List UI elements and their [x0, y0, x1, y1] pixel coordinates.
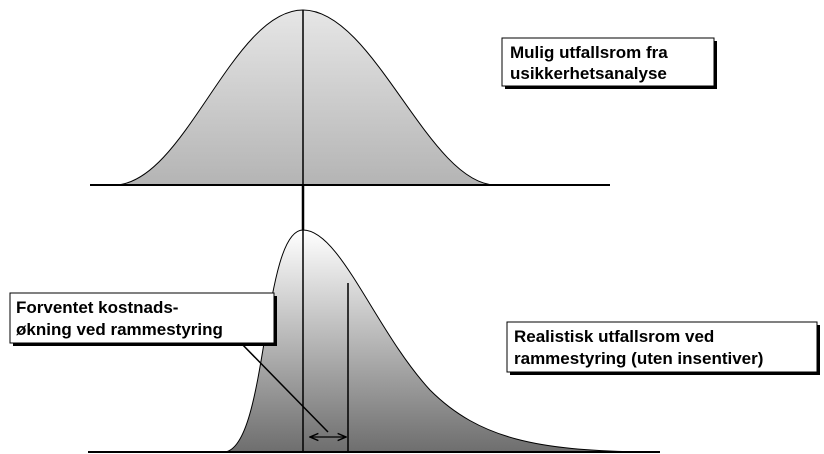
label-text: Mulig utfallsrom fra [510, 43, 668, 62]
label-text: økning ved rammestyring [16, 320, 223, 339]
label-text: rammestyring (uten insentiver) [514, 349, 763, 368]
label-box: Realistisk utfallsrom ved rammestyring (… [506, 321, 820, 375]
top-curve [114, 9, 496, 186]
label-text: Realistisk utfallsrom ved [514, 327, 714, 346]
leader-line [237, 339, 329, 433]
label-box: Forventet kostnads- økning ved rammestyr… [9, 292, 277, 346]
label-text: usikkerhetsanalyse [510, 64, 667, 83]
bottom-curve [224, 229, 641, 453]
label-box: Mulig utfallsrom fra usikkerhetsanalyse [501, 37, 717, 89]
label-text: Forventet kostnads- [16, 298, 178, 317]
